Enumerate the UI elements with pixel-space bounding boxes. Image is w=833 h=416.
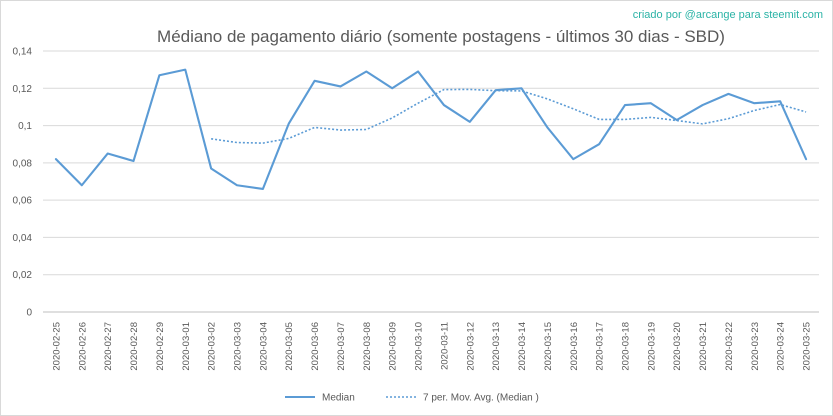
y-tick-label: 0,08 bbox=[13, 158, 33, 169]
y-tick-label: 0 bbox=[26, 308, 32, 319]
series-lines bbox=[54, 68, 808, 191]
x-tick-label: 2020-03-13 bbox=[491, 322, 502, 371]
legend-label: 7 per. Mov. Avg. (Median ) bbox=[423, 393, 539, 404]
x-tick-label: 2020-03-15 bbox=[543, 322, 554, 371]
gridlines bbox=[43, 50, 819, 313]
x-tick-label: 2020-03-14 bbox=[517, 322, 528, 371]
median-line bbox=[54, 68, 808, 191]
x-tick-label: 2020-03-10 bbox=[414, 322, 425, 371]
x-tick-label: 2020-03-03 bbox=[233, 322, 244, 371]
y-tick-label: 0,1 bbox=[18, 121, 32, 132]
y-tick-label: 0,14 bbox=[13, 47, 33, 58]
x-tick-label: 2020-03-20 bbox=[672, 322, 683, 371]
x-tick-label: 2020-03-02 bbox=[207, 322, 218, 371]
x-tick-label: 2020-03-05 bbox=[284, 322, 295, 371]
x-tick-label: 2020-03-24 bbox=[776, 322, 787, 371]
x-tick-label: 2020-03-09 bbox=[388, 322, 399, 371]
x-tick-label: 2020-02-26 bbox=[77, 322, 88, 371]
chart-title: Médiano de pagamento diário (somente pos… bbox=[157, 27, 725, 46]
x-tick-label: 2020-02-27 bbox=[103, 322, 114, 371]
x-tick-label: 2020-02-29 bbox=[155, 322, 166, 371]
x-tick-label: 2020-03-08 bbox=[362, 322, 373, 371]
x-tick-label: 2020-03-21 bbox=[698, 322, 709, 371]
y-tick-label: 0,12 bbox=[13, 84, 33, 95]
x-tick-label: 2020-03-12 bbox=[465, 322, 476, 371]
x-tick-label: 2020-03-01 bbox=[181, 322, 192, 371]
moving-average-line bbox=[211, 88, 807, 144]
legend-label: Median bbox=[322, 393, 355, 404]
x-tick-label: 2020-02-25 bbox=[51, 322, 62, 371]
x-tick-label: 2020-03-19 bbox=[646, 322, 657, 371]
y-tick-label: 0,06 bbox=[13, 196, 33, 207]
x-tick-label: 2020-03-17 bbox=[595, 322, 606, 371]
x-tick-label: 2020-03-11 bbox=[439, 322, 450, 370]
y-tick-label: 0,04 bbox=[13, 233, 33, 244]
x-tick-label: 2020-03-25 bbox=[802, 322, 813, 371]
x-tick-label: 2020-03-07 bbox=[336, 322, 347, 371]
legend: Median 7 per. Mov. Avg. (Median ) bbox=[285, 393, 539, 404]
x-tick-label: 2020-03-04 bbox=[258, 322, 269, 371]
y-axis-ticks: 0 0,02 0,04 0,06 0,08 0,1 0,12 0,14 bbox=[13, 47, 33, 319]
x-tick-label: 2020-03-18 bbox=[621, 322, 632, 371]
y-tick-label: 0,02 bbox=[13, 270, 33, 281]
x-tick-label: 2020-03-23 bbox=[750, 322, 761, 371]
x-tick-label: 2020-03-06 bbox=[310, 322, 321, 371]
credit-label: criado por @arcange para steemit.com bbox=[633, 9, 823, 21]
x-axis-ticks: 2020-02-25 2020-02-26 2020-02-27 2020-02-28… bbox=[51, 322, 812, 371]
x-tick-label: 2020-03-22 bbox=[724, 322, 735, 371]
x-tick-label: 2020-03-16 bbox=[569, 322, 580, 371]
x-tick-label: 2020-02-28 bbox=[129, 322, 140, 371]
